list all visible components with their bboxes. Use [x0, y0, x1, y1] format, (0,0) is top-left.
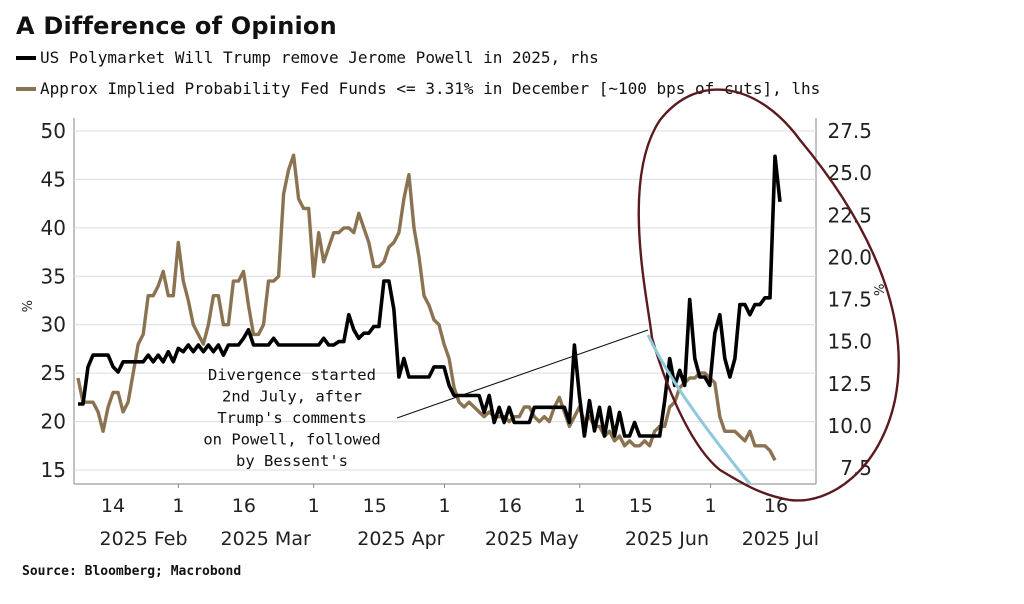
series-group [76, 153, 782, 462]
left-tick-label: 15 [41, 458, 66, 482]
highlight-arc-blue [646, 334, 752, 485]
overlay-group [637, 88, 900, 502]
left-tick-label: 45 [41, 167, 66, 191]
annotation-text-line: by Bessent's [236, 452, 348, 470]
left-tick-label: 50 [41, 119, 66, 143]
source-note: Source: Bloomberg; Macrobond [22, 564, 242, 579]
annotation-text-line: Trump's comments [217, 409, 366, 427]
x-month-label: 2025 Jul [742, 528, 819, 550]
chart-title: A Difference of Opinion [16, 12, 337, 40]
x-day-label: 1 [705, 495, 717, 517]
annotation-group: Divergence started 2nd July, after Trump's… [203, 329, 649, 470]
x-month-label: 2025 Mar [221, 528, 311, 550]
left-tick-label: 20 [41, 410, 66, 434]
x-day-label: 1 [172, 495, 184, 517]
left-tick-label: 35 [41, 264, 66, 288]
legend-label-fed-funds: Approx Implied Probability Fed Funds <= … [40, 79, 821, 98]
series-line-polymarket [78, 154, 782, 438]
highlight-ellipse [637, 88, 900, 502]
x-day-label: 14 [101, 495, 125, 517]
legend-item-polymarket: US Polymarket Will Trump remove Jerome P… [16, 48, 599, 67]
x-day-label: 15 [629, 495, 653, 517]
gridlines [73, 118, 817, 485]
legend-label-polymarket: US Polymarket Will Trump remove Jerome P… [40, 48, 599, 67]
x-day-label: 1 [438, 495, 450, 517]
x-day-label: 16 [498, 495, 522, 517]
right-tick-label: 7.5 [840, 456, 872, 480]
left-axis-ticks: 50 45 40 35 30 25 20 15 [41, 119, 66, 482]
x-axis-ticks: 14 1 16 1 15 1 16 1 15 1 16 2025 Feb 2025 Mar 2025 Ap… [100, 484, 819, 550]
series-line-fed-funds [76, 153, 777, 462]
legend-item-fed-funds: Approx Implied Probability Fed Funds <= … [16, 79, 820, 98]
x-day-label: 1 [308, 495, 320, 517]
right-tick-label: 12.5 [827, 372, 872, 396]
right-tick-label: 22.5 [827, 203, 872, 227]
right-tick-label: 27.5 [827, 119, 872, 143]
annotation-text-line: Divergence started [208, 366, 376, 384]
x-day-label: 15 [363, 495, 387, 517]
x-day-label: 16 [764, 495, 788, 517]
right-tick-label: 10.0 [827, 414, 872, 438]
left-tick-label: 40 [41, 216, 66, 240]
right-tick-label: 17.5 [827, 288, 872, 312]
left-axis-unit-label: % [18, 300, 33, 312]
legend-swatch-black-icon [16, 55, 36, 60]
right-axis-ticks: 27.5 25.0 22.5 20.0 17.5 15.0 12.5 10.0 7.5 [827, 119, 872, 480]
right-tick-label: 15.0 [827, 330, 872, 354]
left-tick-label: 30 [41, 313, 66, 337]
x-day-label: 16 [232, 495, 256, 517]
x-month-label: 2025 Feb [100, 528, 188, 550]
annotation-text-line: 2nd July, after [222, 388, 362, 406]
x-month-label: 2025 Apr [357, 528, 444, 550]
x-month-label: 2025 Jun [625, 528, 709, 550]
annotation-text-line: on Powell, followed [203, 431, 380, 449]
right-tick-label: 25.0 [827, 161, 872, 185]
x-month-label: 2025 May [485, 528, 579, 550]
legend-swatch-brown-icon [16, 86, 36, 91]
right-tick-label: 20.0 [827, 245, 872, 269]
left-tick-label: 25 [41, 361, 66, 385]
annotation-leader-line [396, 329, 649, 419]
x-day-label: 1 [574, 495, 586, 517]
right-axis-unit-label: % [873, 284, 888, 296]
